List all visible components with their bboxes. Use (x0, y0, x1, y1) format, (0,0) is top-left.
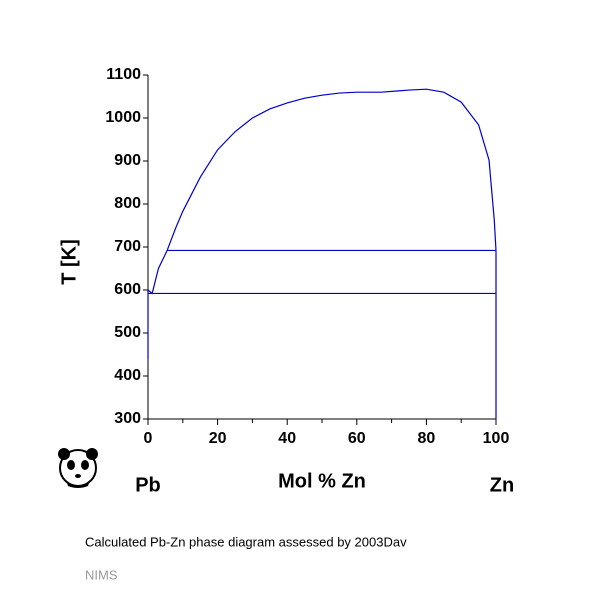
y-tick-label: 400 (114, 367, 141, 384)
y-tick-label: 800 (114, 195, 141, 212)
x-tick-label: 40 (278, 430, 296, 447)
y-tick-label: 700 (114, 238, 141, 255)
y-axis-title: T [K] (58, 239, 80, 285)
y-tick-label: 1000 (105, 109, 141, 126)
caption: Calculated Pb-Zn phase diagram assessed … (85, 534, 407, 549)
x-tick-label: 0 (144, 430, 153, 447)
left-component: Pb (135, 474, 161, 496)
y-tick-label: 300 (114, 410, 141, 427)
right-component: Zn (490, 474, 514, 496)
y-tick-label: 500 (114, 324, 141, 341)
y-tick-label: 1100 (106, 66, 141, 83)
x-axis-title: Mol % Zn (278, 470, 366, 492)
credit: NIMS (85, 567, 118, 582)
phase-boundary (147, 88, 497, 295)
x-tick-label: 80 (418, 430, 436, 447)
y-tick-label: 600 (114, 281, 141, 298)
x-tick-label: 20 (209, 430, 227, 447)
y-tick-label: 900 (114, 152, 141, 169)
panda-logo (58, 448, 98, 488)
x-tick-label: 100 (483, 430, 510, 447)
x-tick-label: 60 (348, 430, 366, 447)
